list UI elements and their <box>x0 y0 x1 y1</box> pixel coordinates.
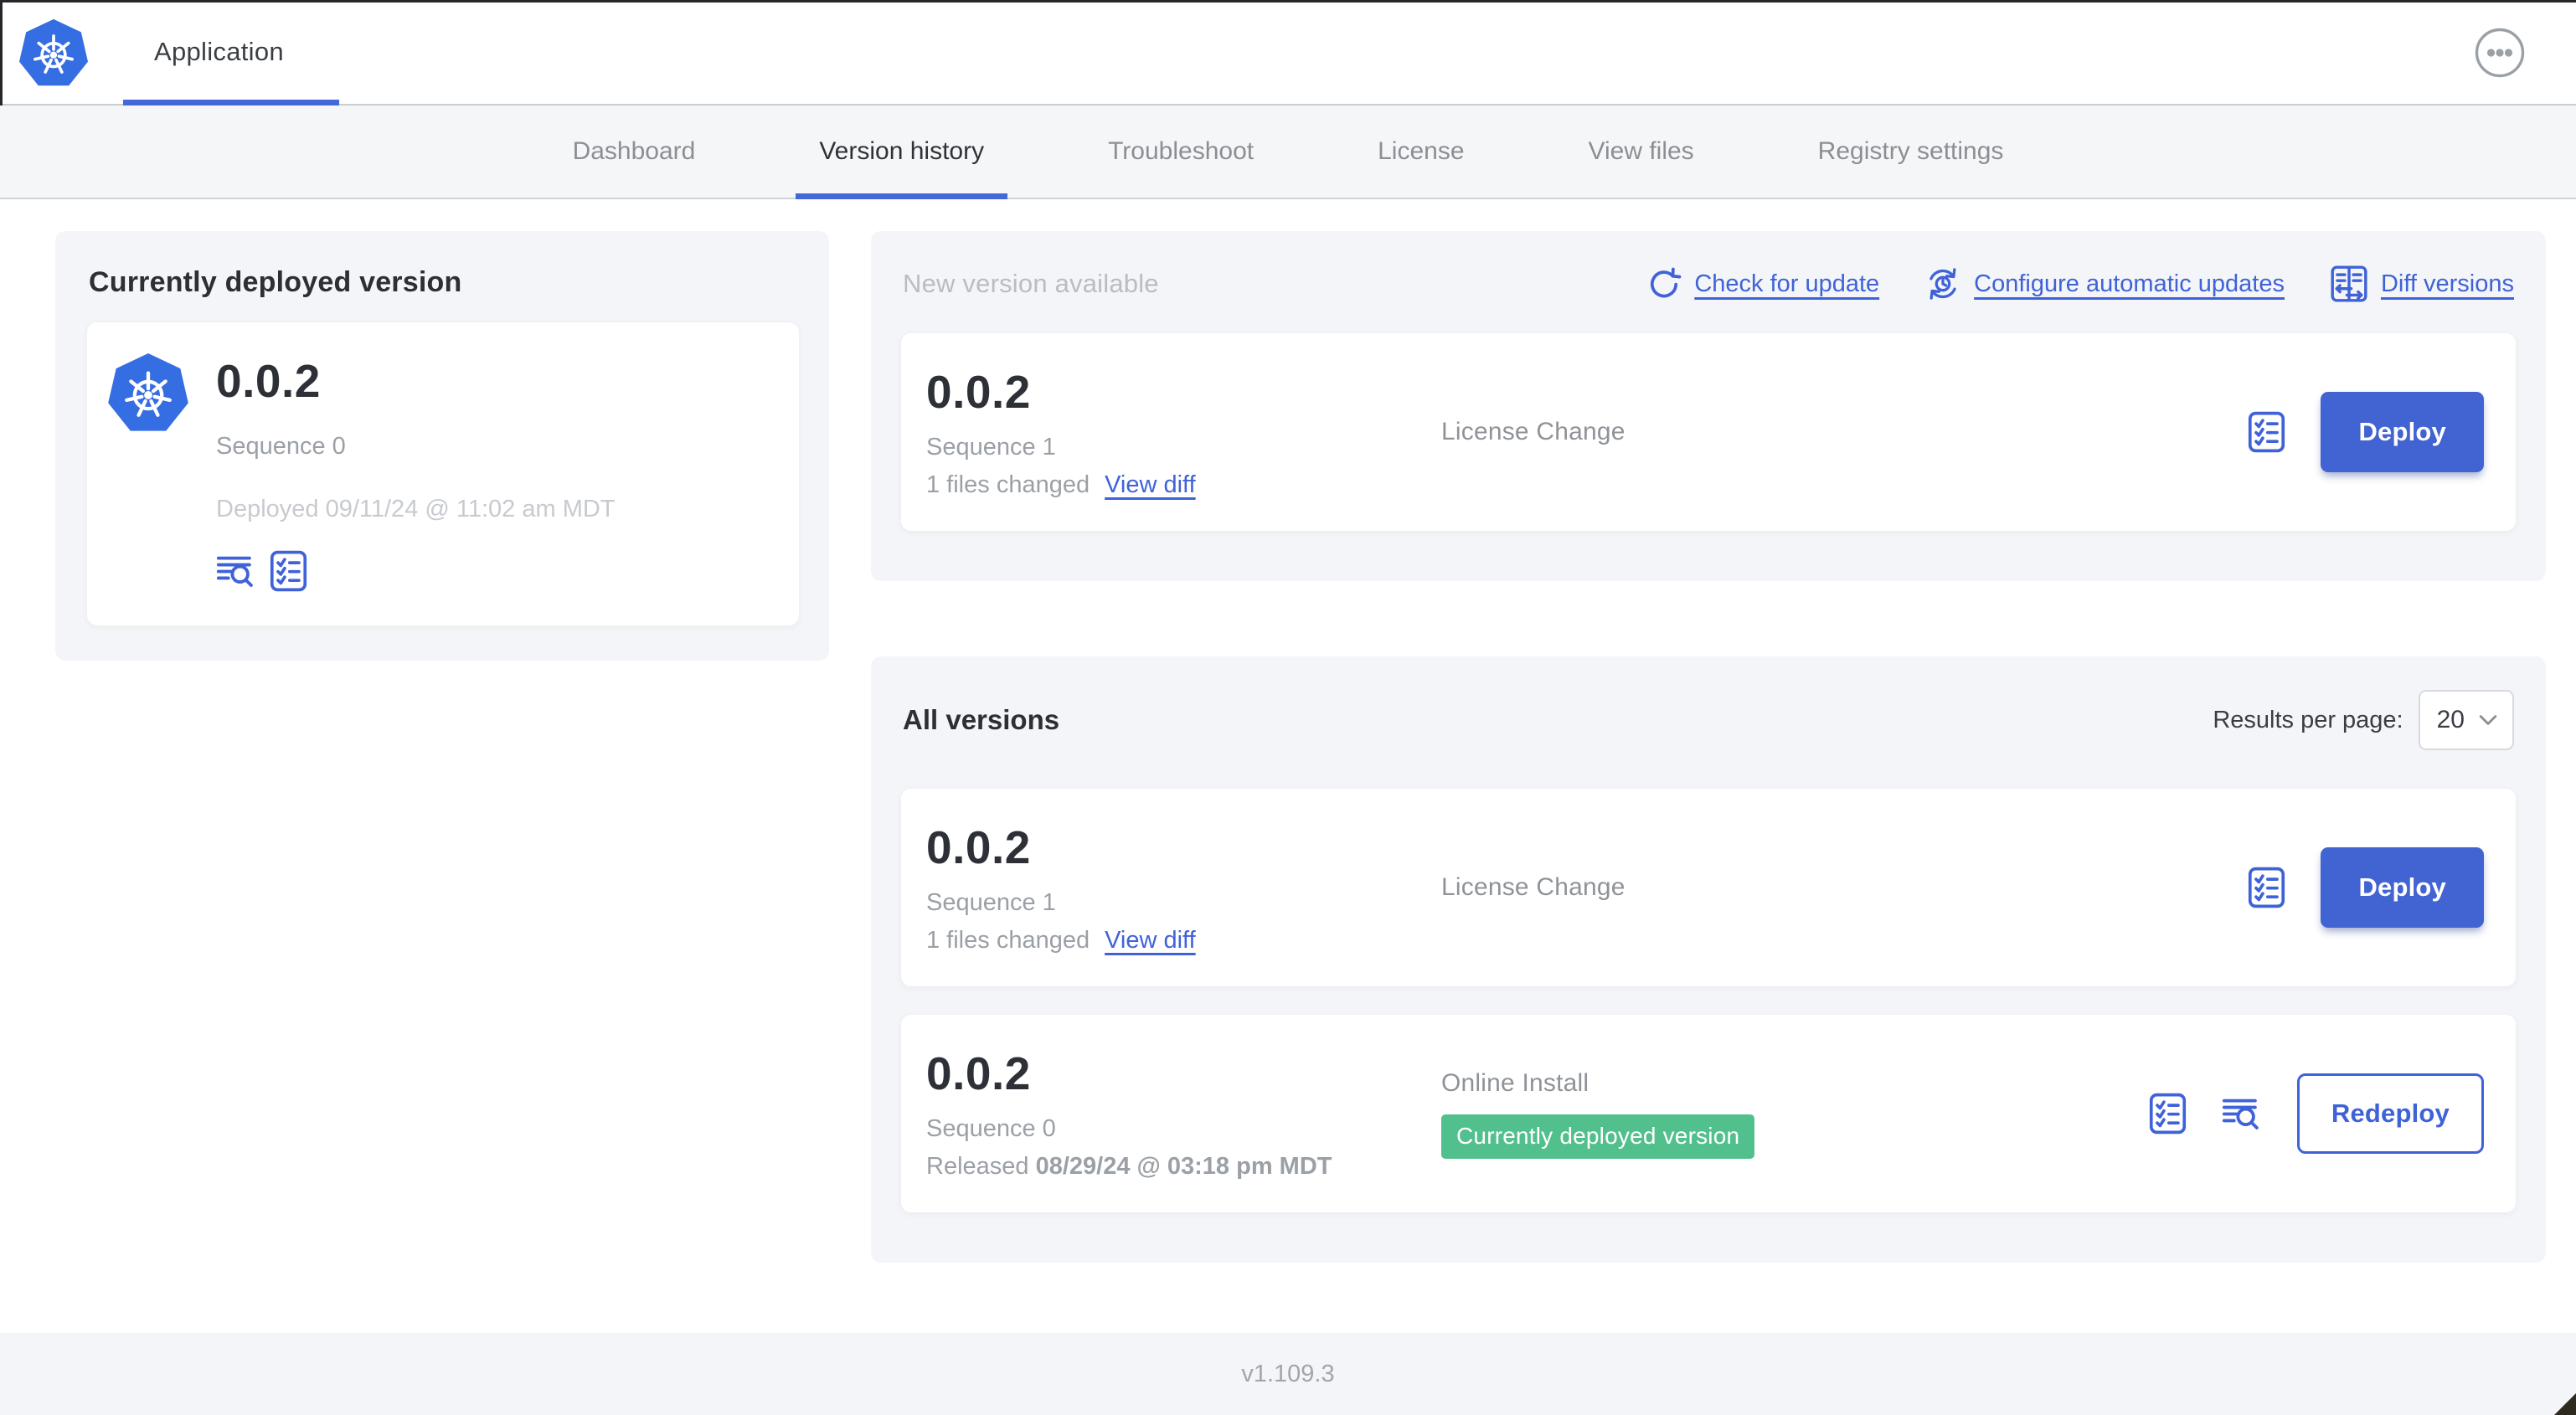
released-timestamp: Released 08/29/24 @ 03:18 pm MDT <box>926 1153 1441 1181</box>
all-versions-panel: All versions Results per page: 20 <box>871 656 2546 1263</box>
more-menu-icon[interactable] <box>2474 27 2526 79</box>
files-changed-row: 1 files changed View diff <box>926 471 1441 499</box>
deployed-timestamp: Deployed 09/11/24 @ 11:02 am MDT <box>216 496 616 522</box>
screenshot-left-edge-artifact <box>0 0 3 105</box>
row-actions: Deploy <box>2248 392 2484 472</box>
version-row: 0.0.2 Sequence 0 Released 08/29/24 @ 03:… <box>901 1015 2516 1212</box>
diff-versions-link[interactable]: Diff versions <box>2330 265 2514 303</box>
app-header: Application <box>0 0 2576 105</box>
deployed-version-card: 0.0.2 Sequence 0 Deployed 09/11/24 @ 11:… <box>87 322 799 625</box>
release-notes-icon[interactable] <box>2248 867 2285 908</box>
version-sequence: Sequence 1 <box>926 434 1056 461</box>
tab-version-history[interactable]: Version history <box>757 105 1046 199</box>
view-logs-icon[interactable] <box>2222 1095 2262 1133</box>
change-type-label: Online Install <box>1441 1068 1589 1097</box>
check-for-update-label: Check for update <box>1694 270 1880 297</box>
view-diff-link[interactable]: View diff <box>1105 927 1196 954</box>
results-per-page-select[interactable]: 20 <box>2418 690 2514 750</box>
tab-license[interactable]: License <box>1316 105 1526 198</box>
version-info: 0.0.2 Sequence 0 Released 08/29/24 @ 03:… <box>926 1047 1441 1181</box>
diff-versions-label: Diff versions <box>2380 270 2514 297</box>
currently-deployed-panel: Currently deployed version <box>55 231 829 661</box>
version-rows: 0.0.2 Sequence 1 1 files changed View di… <box>901 789 2516 1212</box>
clock-refresh-icon <box>1924 265 1961 302</box>
version-info: 0.0.2 Sequence 1 1 files changed View di… <box>926 365 1441 499</box>
app-tab-active-indicator <box>123 100 339 105</box>
update-actions: Check for update <box>1646 265 2514 303</box>
cursor-artifact <box>2554 1393 2576 1415</box>
section-tabs: Dashboard Version history Troubleshoot L… <box>0 105 2576 199</box>
app-tab-label[interactable]: Application <box>154 37 284 66</box>
diff-icon <box>2330 265 2368 303</box>
console-version: v1.109.3 <box>1241 1360 1335 1387</box>
results-per-page-label: Results per page: <box>2213 706 2403 733</box>
check-for-update-link[interactable]: Check for update <box>1646 266 1879 301</box>
row-actions: Deploy <box>2248 847 2484 928</box>
new-version-header: New version available Check for update <box>901 265 2516 303</box>
tab-dashboard-label: Dashboard <box>572 137 696 165</box>
configure-automatic-updates-link[interactable]: Configure automatic updates <box>1924 265 2285 302</box>
released-prefix: Released <box>926 1153 1036 1180</box>
tab-view-files-label: View files <box>1588 137 1694 165</box>
change-type-label: License Change <box>1441 418 1625 445</box>
released-date: 08/29/24 @ 03:18 pm MDT <box>1035 1153 1332 1180</box>
new-version-row: 0.0.2 Sequence 1 1 files changed View di… <box>901 333 2516 531</box>
version-row: 0.0.2 Sequence 1 1 files changed View di… <box>901 789 2516 986</box>
tab-version-history-label: Version history <box>819 137 985 165</box>
files-changed-label: 1 files changed <box>926 927 1090 954</box>
view-logs-icon[interactable] <box>216 553 256 590</box>
tab-view-files[interactable]: View files <box>1527 105 1756 198</box>
tab-registry-settings[interactable]: Registry settings <box>1756 105 2066 198</box>
version-number: 0.0.2 <box>926 821 1031 873</box>
tab-registry-settings-label: Registry settings <box>1817 137 2004 165</box>
change-type-cell: Online Install Currently deployed versio… <box>1441 1069 2149 1159</box>
files-changed-row: 1 files changed View diff <box>926 927 1441 954</box>
redeploy-button[interactable]: Redeploy <box>2296 1073 2484 1154</box>
version-info: 0.0.2 Sequence 1 1 files changed View di… <box>926 821 1441 954</box>
files-changed-label: 1 files changed <box>926 471 1090 498</box>
all-versions-heading: All versions <box>903 704 1060 735</box>
all-versions-header: All versions Results per page: 20 <box>901 690 2516 750</box>
tab-dashboard[interactable]: Dashboard <box>511 105 758 198</box>
row-actions: Redeploy <box>2149 1073 2484 1154</box>
new-version-heading: New version available <box>903 269 1159 298</box>
view-diff-link[interactable]: View diff <box>1105 471 1196 498</box>
kubernetes-logo-icon <box>18 18 89 90</box>
deployed-version-number: 0.0.2 <box>216 355 321 407</box>
configure-automatic-updates-label: Configure automatic updates <box>1974 270 2285 297</box>
deployed-version-info: 0.0.2 Sequence 0 Deployed 09/11/24 @ 11:… <box>216 347 616 592</box>
version-sequence: Sequence 1 <box>926 889 1056 916</box>
screenshot-top-edge-artifact <box>0 0 2576 3</box>
currently-deployed-badge: Currently deployed version <box>1441 1114 1755 1159</box>
currently-deployed-heading: Currently deployed version <box>89 266 462 298</box>
change-type-label: License Change <box>1441 873 1625 901</box>
results-per-page: Results per page: 20 <box>2213 690 2514 750</box>
chevron-down-icon <box>2479 714 2497 726</box>
deploy-button[interactable]: Deploy <box>2321 847 2484 928</box>
release-notes-icon[interactable] <box>270 550 307 592</box>
version-history-column: New version available Check for update <box>871 231 2546 1263</box>
tab-license-label: License <box>1378 137 1465 165</box>
refresh-icon <box>1646 266 1682 301</box>
results-per-page-value: 20 <box>2436 706 2465 733</box>
tab-troubleshoot-label: Troubleshoot <box>1108 137 1255 165</box>
deployed-sequence: Sequence 0 <box>216 433 346 460</box>
release-notes-icon[interactable] <box>2149 1093 2187 1135</box>
app-footer: v1.109.3 <box>0 1333 2576 1415</box>
version-number: 0.0.2 <box>926 1047 1031 1099</box>
version-sequence: Sequence 0 <box>926 1115 1056 1142</box>
tab-troubleshoot[interactable]: Troubleshoot <box>1046 105 1316 198</box>
release-notes-icon[interactable] <box>2248 411 2285 453</box>
deployed-card-actions <box>216 550 616 592</box>
version-number: 0.0.2 <box>926 366 1031 418</box>
new-version-panel: New version available Check for update <box>871 231 2546 581</box>
kubernetes-logo-icon <box>107 351 189 436</box>
main-content: Currently deployed version <box>0 199 2576 1333</box>
deploy-button[interactable]: Deploy <box>2321 392 2484 472</box>
